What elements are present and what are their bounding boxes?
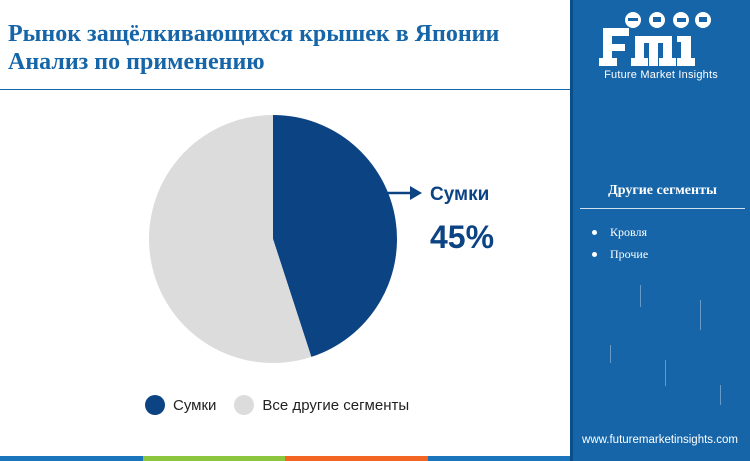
segments-divider: [580, 208, 745, 209]
callout-value: 45%: [430, 219, 494, 255]
bottom-color-bar: [0, 456, 570, 461]
segments-list: Кровля Прочие: [592, 225, 648, 269]
bullet-icon: [592, 230, 597, 235]
page-title: Рынок защёлкивающихся крышек в Японии Ан…: [8, 20, 563, 76]
legend-swatch-others: [234, 395, 255, 415]
legend-item-others: Все другие сегменты: [234, 395, 409, 415]
legend-item-bags: Сумки: [145, 395, 216, 415]
sparkle-decoration: [700, 300, 701, 330]
sparkle-decoration: [720, 385, 721, 405]
logo-text: Future Market Insights: [604, 69, 718, 81]
legend-label-others: Все другие сегменты: [262, 396, 410, 414]
sparkle-decoration: [665, 360, 666, 386]
pie-slice-other-segments: [148, 115, 312, 364]
pie-chart: Сумки 45%: [148, 115, 494, 364]
fmi-logo: [599, 12, 711, 66]
website-url: www.futuremarketinsights.com: [582, 434, 738, 446]
callout-label: Сумки: [430, 184, 489, 205]
chart-legend: Сумки Все другие сегменты: [145, 394, 427, 416]
segment-label-other: Прочие: [610, 247, 649, 261]
title-divider: [0, 89, 570, 90]
pie-slice-bags: [273, 115, 397, 357]
callout: Сумки 45%: [386, 184, 494, 255]
bar-segment-blue: [0, 456, 143, 461]
title-line-2: Анализ по применению: [8, 49, 265, 75]
sidebar: Future Market Insights Другие сегменты К…: [570, 0, 750, 461]
title-line-1: Рынок защёлкивающихся крышек в Японии: [8, 21, 500, 47]
bar-segment-green: [142, 456, 285, 461]
callout-arrow-icon: [410, 186, 422, 200]
segment-label-roofing: Кровля: [610, 225, 648, 239]
pie-slices: [148, 115, 397, 364]
bullet-icon: [592, 252, 597, 257]
sidebar-stripe: [570, 0, 573, 461]
bar-segment-orange: [285, 456, 428, 461]
sparkle-decoration: [640, 285, 641, 307]
main-panel: Рынок защёлкивающихся крышек в Японии Ан…: [0, 20, 570, 461]
segment-item-other: Прочие: [592, 247, 648, 262]
bar-segment-blue-2: [427, 456, 570, 461]
other-segments-title: Другие сегменты: [608, 183, 717, 198]
segment-item-roofing: Кровля: [592, 225, 648, 240]
sparkle-decoration: [610, 345, 611, 363]
legend-label-bags: Сумки: [173, 396, 217, 414]
legend-swatch-bags: [145, 395, 165, 415]
